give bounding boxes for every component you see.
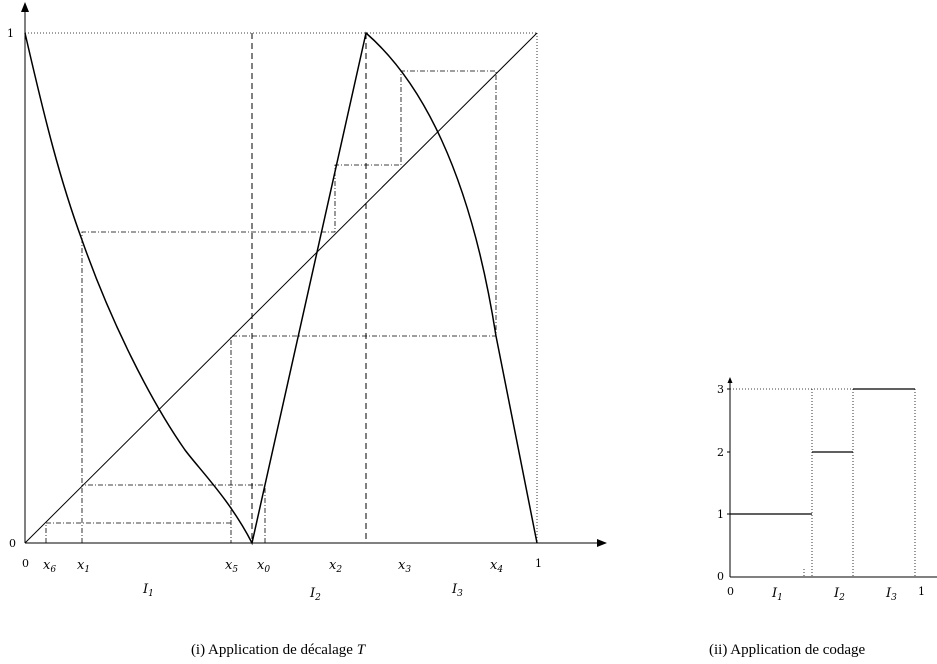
coding-map-plot: 3 2 1 0 0 1 I1 I2 I3 <box>717 377 937 603</box>
x-point-x0: x0 <box>257 558 270 575</box>
coding-y-label-2: 2 <box>717 446 724 459</box>
y-label-one: 1 <box>7 27 14 40</box>
y-label-zero: 0 <box>9 537 16 550</box>
coding-y-label-3: 3 <box>717 383 724 396</box>
coding-y-ticks <box>727 388 730 515</box>
caption-shift-map-text: (i) Application de décalage <box>190 642 353 658</box>
caption-shift-map: (i) Application de décalage T <box>0 642 556 659</box>
interval-label-3: I3 <box>451 582 463 599</box>
x-label-one: 1 <box>535 557 542 570</box>
coding-x-label-one: 1 <box>918 585 925 598</box>
x-point-x3: x3 <box>398 558 411 575</box>
coding-x-label-zero: 0 <box>727 585 734 598</box>
caption-shift-map-symbol: T <box>356 642 366 658</box>
coding-y-label-0: 0 <box>717 570 724 583</box>
coding-y-label-1: 1 <box>717 508 724 521</box>
x-point-x6: x6 <box>43 558 56 575</box>
coding-interval-3: I3 <box>885 586 897 603</box>
x-label-zero: 0 <box>22 557 29 570</box>
x-point-x2: x2 <box>329 558 342 575</box>
coding-interval-1: I1 <box>771 586 783 603</box>
interval-label-2: I2 <box>309 586 321 603</box>
shift-map-curve <box>24 31 538 546</box>
shift-map-plot: 1 0 0 1 x6 x1 x5 x0 x2 x3 x4 I1 I2 I3 <box>7 2 607 603</box>
x-point-x1: x1 <box>77 558 90 575</box>
orbit-lines <box>45 70 497 543</box>
diagonal-line <box>24 32 538 544</box>
coding-interval-2: I2 <box>833 586 845 603</box>
x-point-x5: x5 <box>225 558 238 575</box>
x-point-x4: x4 <box>490 558 503 575</box>
interval-label-1: I1 <box>142 582 154 599</box>
caption-coding-map: (ii) Application de codage <box>709 642 866 658</box>
